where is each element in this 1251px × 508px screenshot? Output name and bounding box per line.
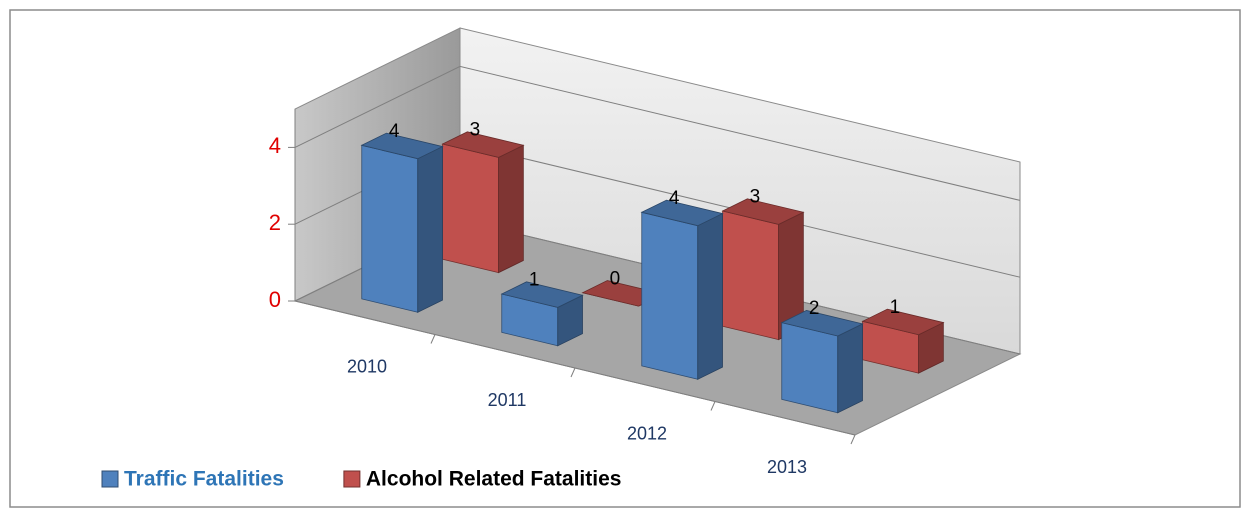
y-tick-label: 0 [269,287,281,312]
bar-side [837,323,863,414]
bar-front [722,210,779,341]
value-label: 3 [470,120,481,141]
bar-front [442,143,500,274]
bar-side [697,212,723,380]
value-label: 1 [890,297,901,318]
x-tick [430,334,436,344]
x-tick-label: 2010 [347,357,387,377]
y-tick-label: 4 [269,133,281,158]
grid-line [294,65,1021,201]
bar-top [500,281,584,308]
legend-swatch [343,470,361,488]
bar-top [360,132,444,160]
legend-label: Alcohol Related Fatalities [366,468,622,491]
legend-label: Traffic Fatalities [124,468,284,491]
value-label: 2 [809,298,820,319]
x-tick-label: 2011 [488,390,527,410]
x-tick-label: 2013 [767,457,807,477]
bar-front [781,322,839,414]
bar-top [441,131,525,158]
x-tick [570,367,576,378]
x-tick-label: 2012 [627,424,667,444]
bar-top [780,310,864,337]
bar-side [498,144,524,274]
bar-top [640,199,724,227]
value-label: 1 [529,270,540,291]
bar-front [641,211,699,380]
value-label: 4 [389,121,400,142]
bar-top [721,198,805,225]
legend-swatch [101,470,119,488]
bar-side [417,145,443,313]
value-label: 0 [610,268,621,289]
value-label: 3 [750,187,761,208]
y-tick-label: 2 [269,210,281,235]
bar-front [361,144,419,313]
x-tick [710,401,716,411]
x-tick [850,434,856,445]
value-label: 4 [669,188,680,209]
bar-top [861,308,945,336]
